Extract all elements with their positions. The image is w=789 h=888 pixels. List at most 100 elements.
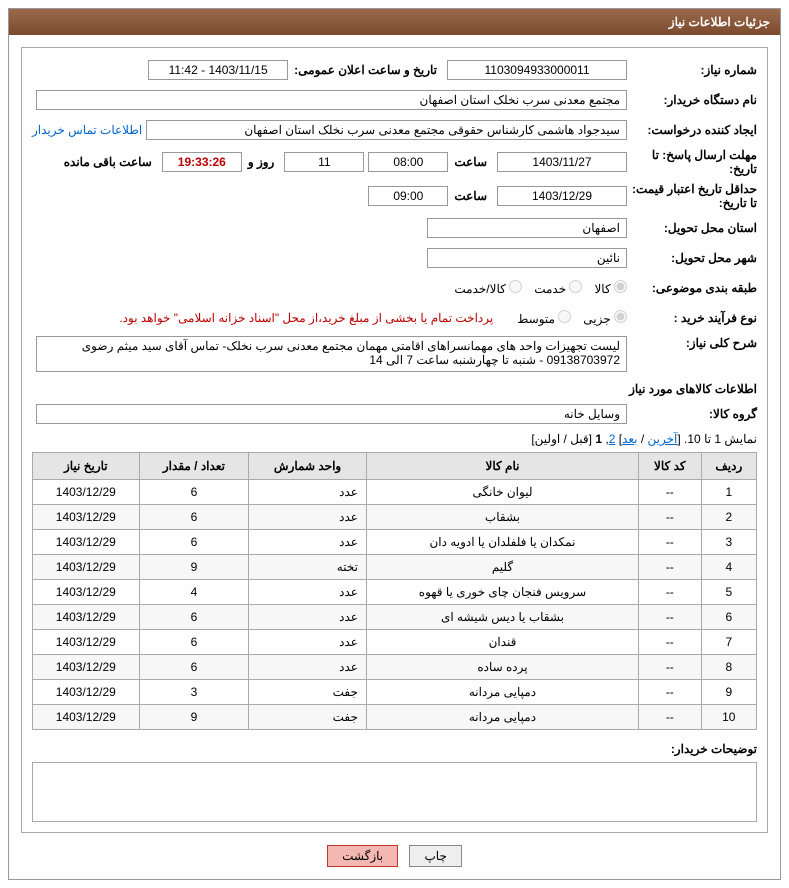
table-cell: عدد (249, 530, 367, 555)
table-cell: لیوان خانگی (366, 480, 638, 505)
buyer-org-label: نام دستگاه خریدار: (627, 93, 757, 107)
subject-class-row: طبقه بندی موضوعی: کالا خدمت کالا/خدمت (32, 276, 757, 300)
purchase-option[interactable]: جزیی (583, 312, 627, 326)
table-cell: عدد (249, 655, 367, 680)
table-cell: 1403/12/29 (33, 705, 140, 730)
buyer-notes-label: توضیحات خریدار: (667, 742, 757, 756)
announce-dt-label: تاریخ و ساعت اعلان عمومی: (288, 63, 443, 77)
requester-value: سیدجواد هاشمی کارشناس حقوقی مجتمع معدنی … (146, 120, 627, 140)
overall-desc-label: شرح کلی نیاز: (627, 336, 757, 350)
pager: نمایش 1 تا 10. [آخرین / بعد] 2, 1 [قبل /… (32, 432, 757, 446)
days-left: 11 (284, 152, 364, 172)
table-cell: 6 (139, 630, 249, 655)
need-no-label: شماره نیاز: (627, 63, 757, 77)
table-cell: 6 (139, 505, 249, 530)
print-button[interactable]: چاپ (409, 845, 461, 867)
table-cell: 4 (701, 555, 756, 580)
table-cell: 1403/12/29 (33, 630, 140, 655)
main-fieldset: شماره نیاز: 1103094933000011 تاریخ و ساع… (21, 47, 768, 833)
purchase-radio[interactable] (614, 310, 627, 323)
table-row: 5--سرویس فنجان چای خوری یا قهوهعدد41403/… (33, 580, 757, 605)
pager-last-link[interactable]: آخرین (648, 432, 678, 446)
table-cell: 1403/12/29 (33, 680, 140, 705)
subject-option[interactable]: کالا/خدمت (454, 282, 522, 296)
reply-deadline-time: 08:00 (368, 152, 448, 172)
purchase-radio[interactable] (558, 310, 571, 323)
back-button[interactable]: بازگشت (327, 845, 398, 867)
days-and-label: روز و (242, 155, 281, 169)
table-cell: 1403/12/29 (33, 480, 140, 505)
need-no-value: 1103094933000011 (447, 60, 627, 80)
table-cell: 8 (701, 655, 756, 680)
buyer-contact-link[interactable]: اطلاعات تماس خریدار (32, 123, 142, 137)
table-cell: بشقاب یا دیس شیشه ای (366, 605, 638, 630)
table-row: 1--لیوان خانگیعدد61403/12/29 (33, 480, 757, 505)
table-row: 3--نمکدان یا فلفلدان یا ادویه دانعدد6140… (33, 530, 757, 555)
col-header: نام کالا (366, 453, 638, 480)
table-cell: -- (639, 680, 702, 705)
table-cell: 4 (139, 580, 249, 605)
buyer-notes-box (32, 762, 757, 822)
price-validity-date: 1403/12/29 (497, 186, 627, 206)
item-group-label: گروه کالا: (627, 407, 757, 421)
table-cell: 7 (701, 630, 756, 655)
subject-option[interactable]: کالا (594, 282, 627, 296)
purchase-option[interactable]: متوسط (517, 312, 571, 326)
table-cell: 10 (701, 705, 756, 730)
subject-radio[interactable] (569, 280, 582, 293)
table-cell: 9 (139, 555, 249, 580)
panel-body: شماره نیاز: 1103094933000011 تاریخ و ساع… (9, 35, 780, 879)
price-time-label: ساعت (448, 189, 493, 203)
table-cell: گلیم (366, 555, 638, 580)
table-cell: 1403/12/29 (33, 555, 140, 580)
pager-next-link[interactable]: بعد (622, 432, 637, 446)
buyer-org-value: مجتمع معدنی سرب نخلک استان اصفهان (36, 90, 627, 110)
subject-radio[interactable] (509, 280, 522, 293)
table-row: 10--دمپایی مردانهجفت91403/12/29 (33, 705, 757, 730)
table-cell: 6 (701, 605, 756, 630)
table-cell: 1403/12/29 (33, 505, 140, 530)
table-cell: 9 (701, 680, 756, 705)
items-info-title: اطلاعات کالاهای مورد نیاز (32, 382, 757, 396)
table-row: 8--پرده سادهعدد61403/12/29 (33, 655, 757, 680)
table-cell: -- (639, 705, 702, 730)
pager-prefix: نمایش 1 تا 10. [ (677, 432, 757, 446)
table-cell: دمپایی مردانه (366, 680, 638, 705)
table-cell: -- (639, 505, 702, 530)
table-cell: سرویس فنجان چای خوری یا قهوه (366, 580, 638, 605)
price-validity-time: 09:00 (368, 186, 448, 206)
purchase-note: پرداخت تمام یا بخشی از مبلغ خرید،از محل … (119, 311, 493, 325)
province-label: استان محل تحویل: (627, 221, 757, 235)
col-header: کد کالا (639, 453, 702, 480)
table-row: 6--بشقاب یا دیس شیشه ایعدد61403/12/29 (33, 605, 757, 630)
table-cell: 3 (701, 530, 756, 555)
table-cell: قندان (366, 630, 638, 655)
city-value: نائین (427, 248, 627, 268)
table-cell: 6 (139, 605, 249, 630)
table-cell: دمپایی مردانه (366, 705, 638, 730)
purchase-type-row: نوع فرآیند خرید : جزیی متوسط پرداخت تمام… (32, 306, 757, 330)
table-cell: عدد (249, 605, 367, 630)
purchase-type-label: نوع فرآیند خرید : (627, 311, 757, 325)
panel-title: جزئیات اطلاعات نیاز (9, 9, 780, 35)
details-panel: جزئیات اطلاعات نیاز شماره نیاز: 11030949… (8, 8, 781, 880)
province-value: اصفهان (427, 218, 627, 238)
table-row: 9--دمپایی مردانهجفت31403/12/29 (33, 680, 757, 705)
table-cell: -- (639, 630, 702, 655)
table-cell: جفت (249, 680, 367, 705)
subject-option[interactable]: خدمت (534, 282, 582, 296)
subject-radio[interactable] (614, 280, 627, 293)
table-cell: پرده ساده (366, 655, 638, 680)
table-cell: 1403/12/29 (33, 580, 140, 605)
subject-class-label: طبقه بندی موضوعی: (627, 281, 757, 295)
table-cell: عدد (249, 580, 367, 605)
table-cell: بشقاب (366, 505, 638, 530)
table-cell: 3 (139, 680, 249, 705)
table-cell: 1403/12/29 (33, 655, 140, 680)
table-cell: عدد (249, 505, 367, 530)
table-cell: 1403/12/29 (33, 530, 140, 555)
time-remaining-label: ساعت باقی مانده (58, 155, 158, 169)
table-cell: عدد (249, 630, 367, 655)
table-row: 4--گلیمتخته91403/12/29 (33, 555, 757, 580)
col-header: تعداد / مقدار (139, 453, 249, 480)
